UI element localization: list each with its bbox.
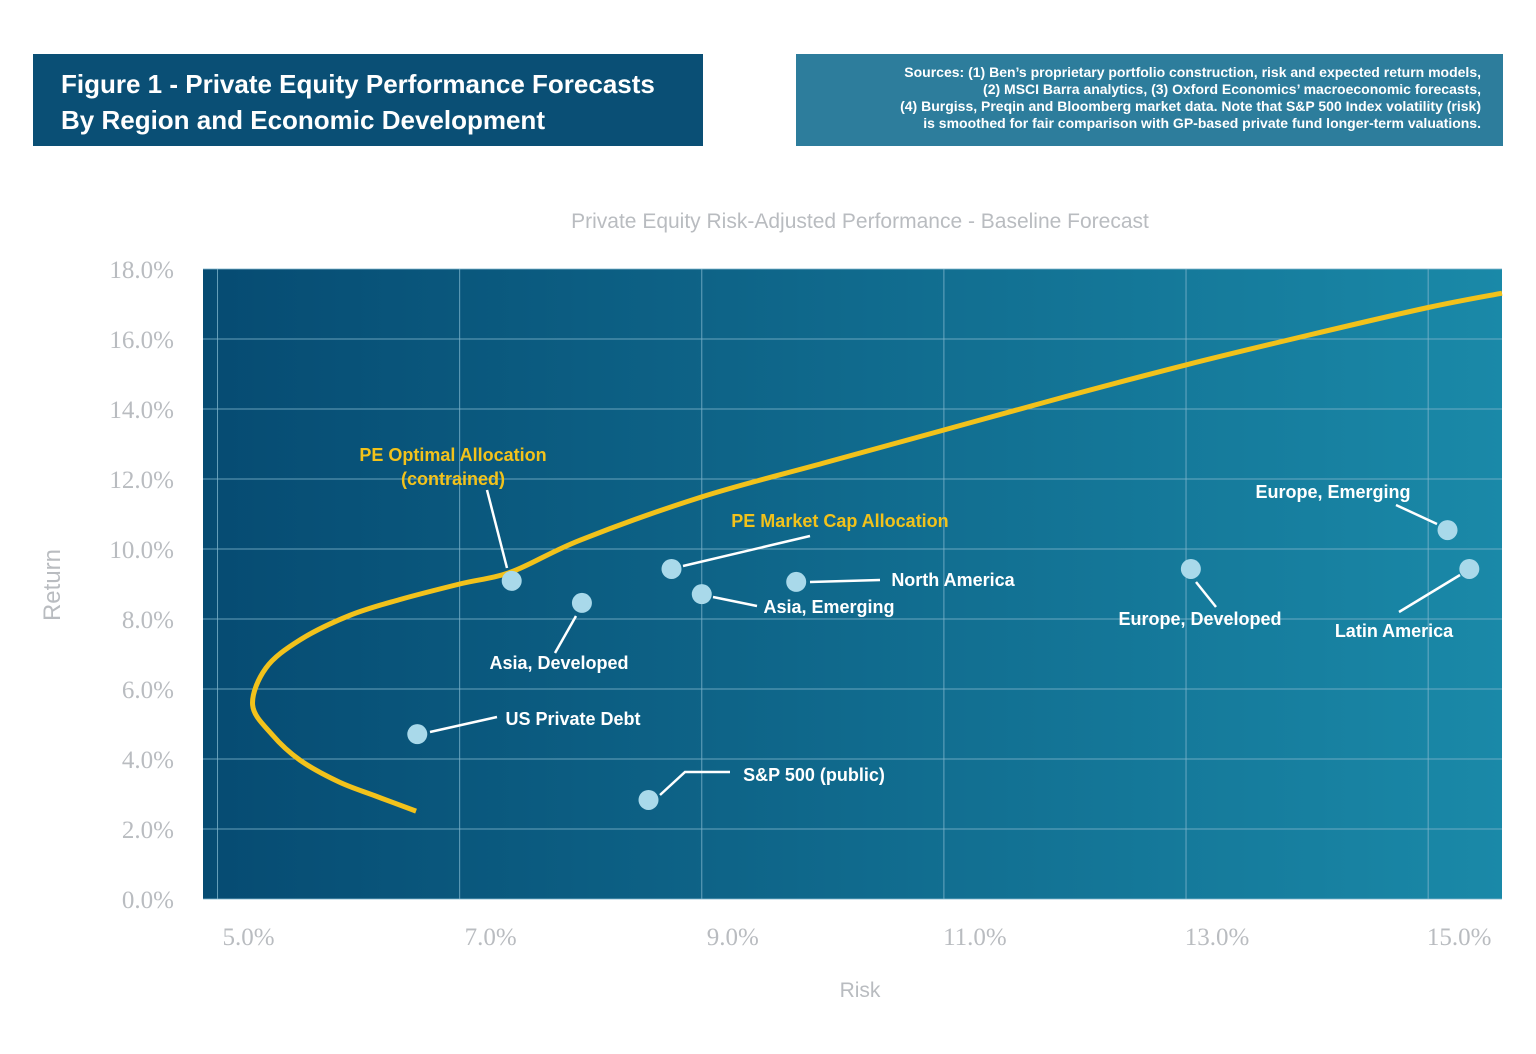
- data-point: [571, 592, 592, 613]
- title-line-1: Figure 1 - Private Equity Performance Fo…: [61, 69, 655, 99]
- point-label: Europe, Emerging: [1255, 482, 1410, 502]
- sources-line: (4) Burgiss, Preqin and Bloomberg market…: [900, 98, 1481, 114]
- sources-line: Sources: (1) Ben’s proprietary portfolio…: [904, 64, 1481, 80]
- y-tick-label: 8.0%: [122, 607, 174, 634]
- data-point: [786, 571, 807, 592]
- point-label: PE Optimal Allocation: [359, 445, 546, 465]
- leader-line: [1195, 581, 1217, 608]
- x-tick-label: 9.0%: [707, 924, 759, 951]
- sources-note: Sources: (1) Ben’s proprietary portfolio…: [796, 54, 1503, 146]
- sources-line: (2) MSCI Barra analytics, (3) Oxford Eco…: [983, 81, 1481, 97]
- leader-line: [429, 715, 498, 734]
- y-axis-label: Return: [39, 549, 66, 621]
- point-label: Europe, Developed: [1118, 609, 1281, 629]
- data-point: [638, 789, 659, 810]
- plot-area: [203, 269, 1502, 899]
- y-tick-label: 10.0%: [109, 537, 174, 564]
- leader-line: [1395, 503, 1438, 526]
- leader-line: [809, 578, 881, 584]
- point-label: North America: [891, 570, 1015, 590]
- chart-title: Private Equity Risk-Adjusted Performance…: [571, 210, 1149, 233]
- point-label: S&P 500 (public): [743, 765, 885, 785]
- leader-line: [1398, 573, 1461, 614]
- y-tick-label: 12.0%: [109, 467, 174, 494]
- leader-line: [485, 489, 509, 569]
- data-point: [661, 558, 682, 579]
- y-tick-label: 4.0%: [122, 747, 174, 774]
- x-tick-label: 13.0%: [1185, 924, 1250, 951]
- sources-line: is smoothed for fair comparison with GP-…: [923, 115, 1481, 131]
- y-tick-label: 16.0%: [109, 327, 174, 354]
- point-label: (contrained): [401, 469, 505, 489]
- y-tick-label: 0.0%: [122, 887, 174, 914]
- x-tick-label: 11.0%: [943, 924, 1007, 951]
- point-label: Asia, Developed: [489, 653, 628, 673]
- point-label: PE Market Cap Allocation: [731, 511, 948, 531]
- efficient-frontier-line: [250, 290, 1503, 814]
- data-point: [407, 724, 428, 745]
- data-point: [1437, 520, 1458, 541]
- title-line-2: By Region and Economic Development: [61, 105, 545, 135]
- y-tick-label: 18.0%: [109, 257, 174, 284]
- point-label: Latin America: [1335, 621, 1454, 641]
- leader-line: [712, 595, 758, 608]
- data-point: [501, 570, 522, 591]
- x-tick-label: 15.0%: [1427, 924, 1492, 951]
- data-point: [691, 584, 712, 605]
- point-label: US Private Debt: [505, 709, 640, 729]
- x-tick-label: 5.0%: [222, 924, 274, 951]
- figure-title: Figure 1 - Private Equity Performance Fo…: [33, 54, 703, 146]
- y-tick-label: 6.0%: [122, 677, 174, 704]
- y-tick-label: 2.0%: [122, 817, 174, 844]
- leader-line: [659, 770, 730, 796]
- y-tick-label: 14.0%: [109, 397, 174, 424]
- leader-line: [553, 615, 578, 654]
- data-point: [1459, 558, 1480, 579]
- x-axis-label: Risk: [840, 979, 881, 1002]
- x-tick-label: 7.0%: [465, 924, 517, 951]
- point-label: Asia, Emerging: [763, 597, 894, 617]
- data-point: [1180, 558, 1201, 579]
- leader-line: [682, 534, 811, 568]
